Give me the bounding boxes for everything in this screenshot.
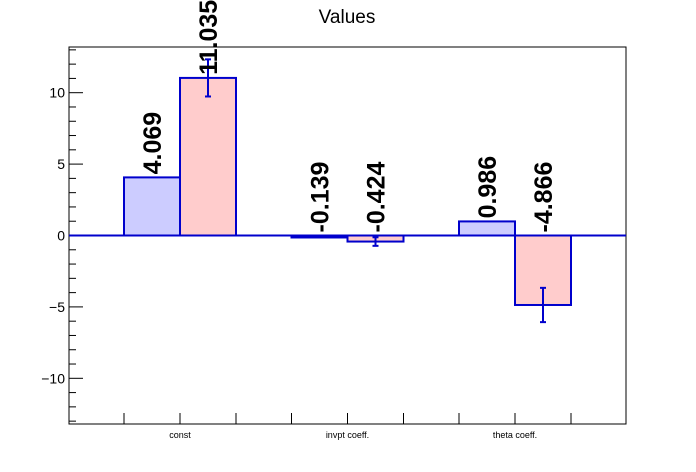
value-label: -0.424 — [363, 162, 391, 233]
chart-title: Values — [319, 7, 376, 28]
bar — [179, 76, 237, 237]
value-label: 11.035 — [195, 0, 223, 75]
value-label: 0.986 — [474, 156, 502, 219]
x-category-label: theta coeff. — [493, 430, 537, 440]
value-label: 4.069 — [139, 112, 167, 175]
value-label: -4.866 — [530, 162, 558, 233]
y-tick-label: −10 — [41, 370, 65, 386]
bar — [123, 176, 181, 237]
x-category-label: const — [169, 430, 191, 440]
bar — [458, 220, 516, 237]
y-tick-label: −5 — [49, 299, 65, 315]
y-tick-label: 10 — [49, 85, 65, 101]
x-category-label: invpt coeff. — [326, 430, 369, 440]
y-tick-label: 5 — [57, 156, 65, 172]
value-label: -0.139 — [307, 162, 335, 233]
y-tick-label: 0 — [57, 228, 65, 244]
